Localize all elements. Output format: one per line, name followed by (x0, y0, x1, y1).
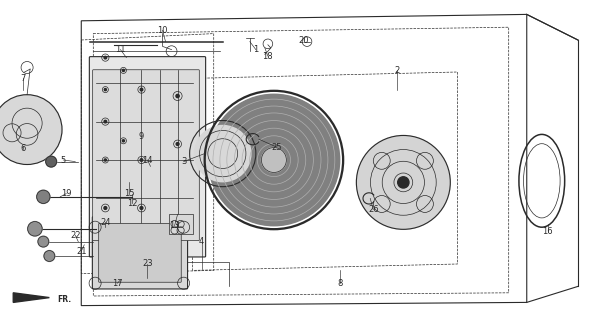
Circle shape (38, 236, 49, 247)
Text: 12: 12 (127, 199, 138, 208)
Text: 6: 6 (20, 144, 25, 153)
Text: 22: 22 (70, 231, 81, 240)
Circle shape (140, 159, 143, 161)
Text: 2: 2 (395, 66, 400, 75)
Circle shape (356, 135, 450, 229)
Text: 16: 16 (542, 228, 553, 236)
Text: 20: 20 (299, 36, 309, 44)
FancyBboxPatch shape (93, 70, 199, 241)
Bar (169, 214, 193, 234)
FancyBboxPatch shape (92, 217, 188, 289)
Circle shape (104, 159, 107, 161)
Text: 3: 3 (181, 157, 186, 166)
Circle shape (104, 120, 107, 123)
Text: 21: 21 (76, 247, 87, 256)
Circle shape (122, 69, 125, 71)
Circle shape (398, 177, 409, 188)
Circle shape (140, 88, 143, 91)
Circle shape (261, 148, 287, 172)
Text: 17: 17 (112, 279, 123, 288)
Text: 11: 11 (115, 45, 126, 54)
Circle shape (122, 140, 125, 142)
Circle shape (37, 190, 50, 204)
Text: 26: 26 (368, 205, 379, 214)
Circle shape (104, 207, 107, 209)
Polygon shape (13, 293, 49, 302)
Text: 9: 9 (139, 132, 144, 140)
Text: 7: 7 (20, 74, 25, 83)
Text: 4: 4 (199, 237, 204, 246)
Circle shape (176, 94, 179, 98)
Text: 15: 15 (124, 189, 135, 198)
Circle shape (176, 143, 179, 145)
Text: FR.: FR. (57, 295, 71, 304)
FancyBboxPatch shape (99, 223, 181, 282)
Circle shape (0, 95, 62, 164)
Text: 5: 5 (61, 156, 66, 164)
Text: 1: 1 (253, 45, 258, 54)
Circle shape (44, 251, 55, 261)
Circle shape (46, 156, 57, 167)
Text: 14: 14 (142, 156, 153, 164)
Circle shape (28, 221, 42, 236)
FancyBboxPatch shape (89, 57, 206, 257)
Text: 25: 25 (272, 143, 282, 152)
Circle shape (140, 207, 143, 209)
Circle shape (104, 56, 107, 59)
Text: 8: 8 (338, 279, 343, 288)
Text: 10: 10 (157, 26, 168, 35)
Text: 18: 18 (262, 52, 273, 60)
Text: 13: 13 (169, 221, 180, 230)
Text: 19: 19 (61, 189, 72, 198)
Circle shape (208, 94, 340, 226)
Circle shape (104, 89, 107, 91)
Text: 23: 23 (142, 260, 153, 268)
Circle shape (194, 125, 251, 182)
Text: 24: 24 (100, 218, 111, 227)
